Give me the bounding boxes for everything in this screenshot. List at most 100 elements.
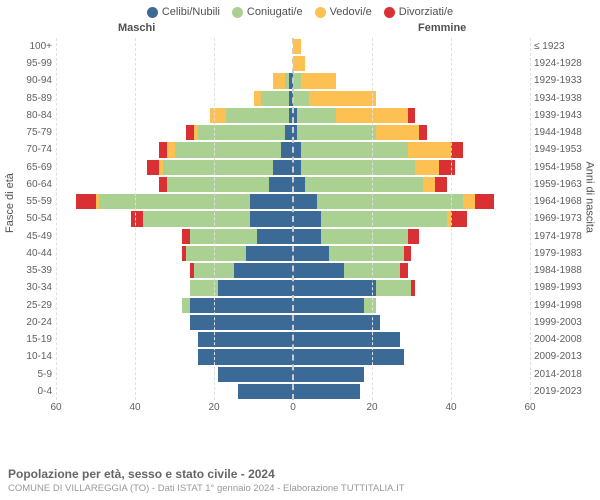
male-bar	[131, 211, 293, 226]
bar-segment	[293, 384, 360, 399]
female-bar	[293, 298, 376, 313]
pyramid-row: 20-241999-2003	[8, 314, 592, 331]
birth-label: 1954-1958	[534, 159, 592, 176]
bar-segment	[293, 229, 321, 244]
male-bar	[198, 332, 293, 347]
age-label: 50-54	[8, 210, 52, 227]
x-tick: 40	[445, 402, 456, 413]
birth-label: 2009-2013	[534, 348, 592, 365]
age-label: 90-94	[8, 72, 52, 89]
bar-segment	[293, 211, 321, 226]
male-bar	[159, 177, 293, 192]
pyramid-row: 35-391984-1988	[8, 262, 592, 279]
pyramid-row: 5-92014-2018	[8, 366, 592, 383]
bar-segment	[329, 246, 404, 261]
x-tick: 40	[129, 402, 140, 413]
female-bar	[293, 160, 455, 175]
bar-segment	[439, 160, 455, 175]
bar-segment	[293, 160, 301, 175]
bar-segment	[186, 125, 194, 140]
female-bar	[293, 332, 400, 347]
pyramid-row: 15-19 2004-2008	[8, 331, 592, 348]
age-label: 55-59	[8, 193, 52, 210]
bar-segment	[190, 298, 293, 313]
female-bar	[293, 73, 336, 88]
birth-label: 2004-2008	[534, 331, 592, 348]
pyramid-row: 75-791944-1948	[8, 124, 592, 141]
birth-label: 1959-1963	[534, 176, 592, 193]
bar-segment	[411, 280, 415, 295]
legend-swatch	[384, 7, 395, 18]
birth-label: 1939-1943	[534, 107, 592, 124]
legend-label: Divorziati/e	[399, 6, 453, 18]
pyramid-rows: 100+≤ 192395-991924-192890-941929-193385…	[8, 38, 592, 400]
pyramid-row: 45-491974-1978	[8, 228, 592, 245]
chart-source: COMUNE DI VILLAREGGIA (TO) - Dati ISTAT …	[8, 483, 592, 494]
bar-segment	[408, 108, 416, 123]
male-bar	[182, 298, 293, 313]
bar-segment	[451, 142, 463, 157]
x-tick: 20	[366, 402, 377, 413]
bar-segment	[293, 142, 301, 157]
bar-segment	[143, 211, 250, 226]
bar-segment	[238, 384, 293, 399]
birth-label: 1994-1998	[534, 297, 592, 314]
age-label: 45-49	[8, 228, 52, 245]
age-label: 0-4	[8, 383, 52, 400]
pyramid-row: 80-84 1939-1943	[8, 107, 592, 124]
age-label: 30-34	[8, 279, 52, 296]
bar-segment	[198, 125, 285, 140]
bar-segment	[269, 177, 293, 192]
female-bar	[293, 142, 463, 157]
female-bar	[293, 263, 408, 278]
bar-segment	[250, 194, 293, 209]
birth-label: 1924-1928	[534, 55, 592, 72]
bar-segment	[293, 349, 404, 364]
age-label: 10-14	[8, 348, 52, 365]
legend-item: Celibi/Nubili	[147, 6, 220, 18]
pyramid-row: 55-591964-1968	[8, 193, 592, 210]
birth-label: ≤ 1923	[534, 38, 592, 55]
x-axis: 6040200204060	[56, 402, 530, 418]
age-label: 95-99	[8, 55, 52, 72]
pyramid-row: 10-14 2009-2013	[8, 348, 592, 365]
bar-segment	[364, 298, 376, 313]
pyramid-row: 25-291994-1998	[8, 297, 592, 314]
bar-segment	[167, 177, 270, 192]
female-bar	[293, 108, 415, 123]
birth-label: 1929-1933	[534, 72, 592, 89]
bar-segment	[293, 298, 364, 313]
age-label: 60-64	[8, 176, 52, 193]
birth-label: 1989-1993	[534, 279, 592, 296]
bar-segment	[305, 177, 424, 192]
footer: Popolazione per età, sesso e stato civil…	[8, 467, 592, 494]
birth-label: 1969-1973	[534, 210, 592, 227]
bar-segment	[376, 280, 412, 295]
bar-segment	[293, 280, 376, 295]
female-bar	[293, 315, 380, 330]
header-female: Femmine	[418, 22, 466, 34]
birth-label: 2014-2018	[534, 366, 592, 383]
age-label: 80-84	[8, 107, 52, 124]
bar-segment	[131, 211, 143, 226]
age-label: 15-19	[8, 331, 52, 348]
female-bar	[293, 246, 411, 261]
male-bar	[190, 315, 293, 330]
chart-title: Popolazione per età, sesso e stato civil…	[8, 467, 592, 481]
birth-label: 2019-2023	[534, 383, 592, 400]
legend-swatch	[315, 7, 326, 18]
female-bar	[293, 367, 364, 382]
female-bar	[293, 39, 301, 54]
bar-segment	[76, 194, 96, 209]
bar-segment	[419, 125, 427, 140]
female-bar	[293, 280, 415, 295]
male-bar	[254, 91, 293, 106]
bar-segment	[226, 108, 289, 123]
age-label: 35-39	[8, 262, 52, 279]
male-bar	[159, 142, 293, 157]
pyramid-row: 50-54 1969-1973	[8, 210, 592, 227]
female-bar	[293, 91, 376, 106]
age-label: 85-89	[8, 90, 52, 107]
bar-segment	[293, 246, 329, 261]
header-male: Maschi	[118, 22, 155, 34]
